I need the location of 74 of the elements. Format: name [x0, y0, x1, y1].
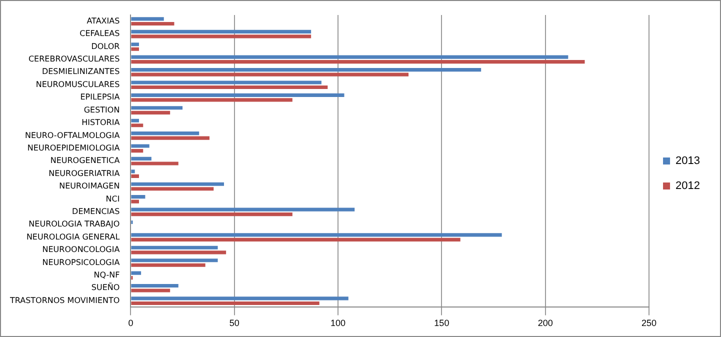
y-tick-label: NEUROGERIATRIA: [48, 168, 120, 178]
y-tick-label: CEREBROVASCULARES: [28, 54, 120, 64]
bar: [131, 110, 170, 114]
bar: [131, 187, 214, 191]
bar: [131, 144, 150, 148]
bar: [131, 136, 210, 140]
bar: [131, 85, 328, 90]
y-tick-label: EPILEPSIA: [80, 92, 120, 102]
y-tick-label: GESTION: [84, 105, 120, 114]
y-tick-label: SUEÑO: [91, 282, 120, 292]
y-tick-label: NEUROLOGIA GENERAL: [26, 232, 120, 242]
y-tick-label: NEUROGENETICA: [50, 156, 120, 166]
bar: [131, 55, 568, 59]
bar: [131, 271, 142, 275]
y-tick-label: NEUROMUSCULARES: [36, 80, 120, 89]
x-tick-label: 50: [229, 318, 240, 328]
bar: [131, 132, 200, 136]
x-tick-label: 200: [538, 318, 553, 328]
y-tick-label: ATAXIAS: [86, 16, 120, 26]
bar: [131, 68, 482, 72]
bar: [131, 148, 144, 153]
x-tick-label: 100: [330, 318, 346, 328]
bar: [131, 174, 139, 178]
y-tick-label: DEMENCIAS: [72, 206, 120, 216]
y-tick-label: NEUROLOGIA TRABAJO: [28, 220, 120, 229]
bar: [131, 200, 139, 204]
bar: [131, 233, 502, 237]
bar: [131, 212, 292, 216]
bar: [131, 93, 344, 97]
bar: [131, 182, 224, 186]
bar: [131, 47, 139, 51]
bar: [131, 195, 146, 199]
bar: [131, 288, 170, 292]
bar: [131, 72, 409, 76]
bar: [131, 22, 174, 26]
bar: [131, 301, 320, 306]
bar: [131, 124, 144, 128]
bar: [131, 263, 206, 267]
y-tick-label: NCI: [106, 194, 120, 204]
bar: [131, 30, 312, 34]
y-tick-label: TRASTORNOS MOVIMIENTO: [8, 296, 120, 305]
y-tick-label: DOLOR: [91, 42, 120, 51]
y-tick-label: NQ-NF: [94, 270, 120, 280]
bar: [131, 98, 292, 102]
bar: [131, 238, 460, 242]
bar: [131, 284, 178, 288]
bar: [131, 296, 348, 300]
bar: [131, 17, 164, 21]
x-tick-label: 250: [642, 318, 657, 328]
y-tick-label: NEUROIMAGEN: [59, 182, 120, 191]
legend-label: 2013: [676, 155, 700, 168]
bar: [131, 162, 178, 166]
bar: [131, 42, 139, 46]
bar: [131, 80, 322, 84]
x-tick-label: 0: [128, 318, 134, 328]
y-tick-label: CEFALEAS: [80, 29, 120, 38]
bar: [131, 34, 312, 38]
bar: [131, 258, 218, 262]
y-tick-label: NEUROONCOLOGIA: [42, 245, 120, 254]
bar: [131, 118, 139, 122]
bar: [131, 60, 585, 64]
bar: [131, 156, 152, 161]
y-tick-label: HISTORIA: [82, 118, 120, 128]
legend-label: 2012: [676, 180, 700, 192]
y-tick-label: DESMIELINIZANTES: [42, 67, 120, 76]
y-tick-label: NEUROEPIDEMIOLOGIA: [27, 143, 120, 152]
y-tick-label: NEUROPSICOLOGIA: [42, 258, 120, 267]
bar: [131, 208, 355, 212]
x-tick-label: 150: [434, 318, 450, 328]
y-tick-label: NEURO-OFTALMOLOGIA: [24, 130, 120, 140]
bar: [131, 106, 183, 110]
bar: [131, 170, 135, 174]
bar: [131, 250, 226, 254]
bar: [131, 246, 218, 250]
